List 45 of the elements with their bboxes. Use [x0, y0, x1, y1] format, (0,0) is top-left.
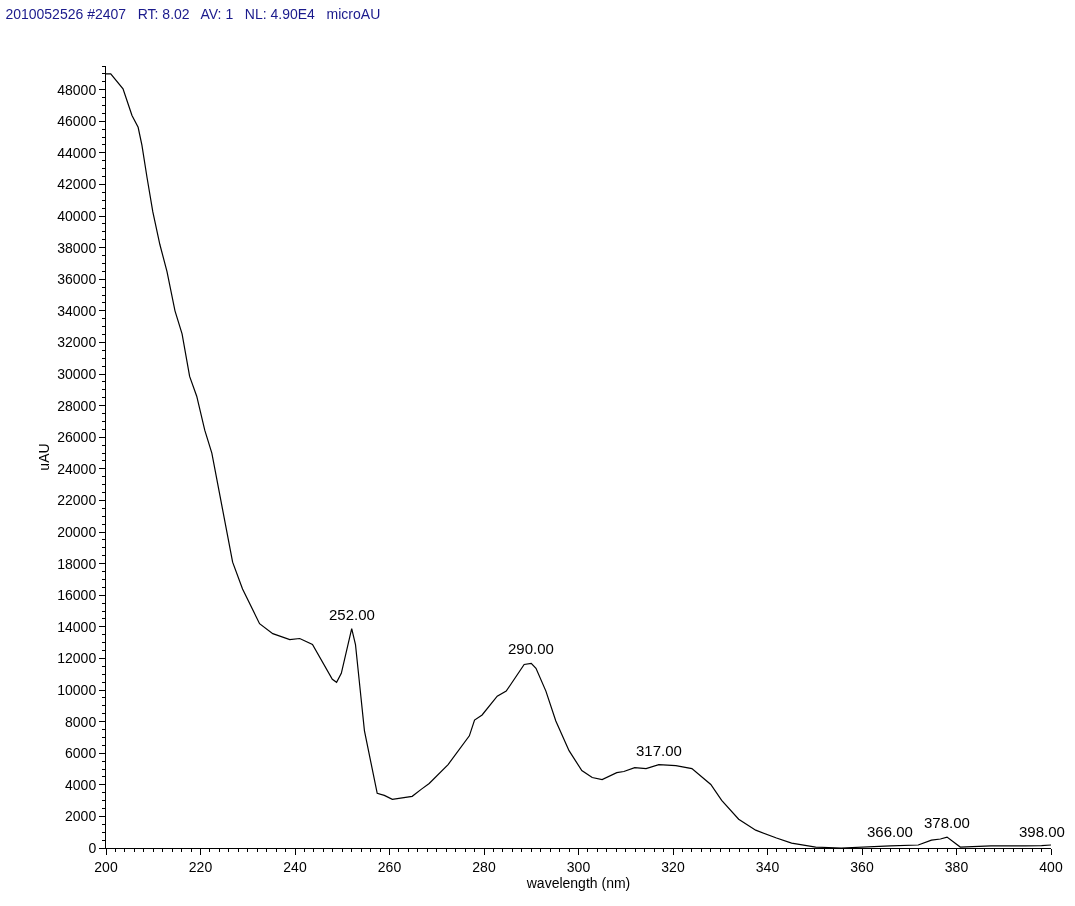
y-tick-label: 12000 [57, 650, 97, 667]
x-tick-label: 220 [188, 858, 213, 875]
annotation: 366.00 [867, 823, 913, 840]
y-tick-label: 42000 [57, 176, 97, 193]
y-tick-label: 2000 [65, 808, 97, 825]
x-tick-label: 380 [944, 858, 969, 875]
y-tick-label: 18000 [57, 555, 97, 572]
x-tick-label: 300 [566, 858, 591, 875]
y-tick-label: 26000 [57, 429, 97, 446]
x-tick-label: 280 [472, 858, 496, 875]
y-tick-label: 6000 [65, 745, 97, 762]
y-tick-label: 22000 [57, 492, 97, 509]
annotation: 378.00 [924, 814, 970, 831]
x-axis-title: wavelength (nm) [525, 874, 631, 891]
y-tick-label: 14000 [57, 618, 97, 635]
y-tick-label: 8000 [65, 713, 97, 730]
x-tick-label: 360 [850, 858, 874, 875]
y-tick-label: 44000 [57, 144, 97, 161]
annotation: 398.00 [1019, 823, 1065, 840]
x-tick-label: 400 [1039, 858, 1063, 875]
x-tick-label: 320 [661, 858, 685, 875]
y-tick-label: 10000 [57, 681, 97, 698]
y-tick-label: 46000 [57, 113, 97, 130]
chart-title: 2010052526 #2407 RT: 8.02 AV: 1 NL: 4.90E4 microAU [5, 5, 381, 22]
y-axis-title: uAU [35, 443, 52, 471]
y-tick-label: 24000 [57, 460, 97, 477]
y-tick-label: 48000 [57, 81, 97, 98]
y-tick-label: 36000 [57, 271, 97, 288]
y-tick-label: 28000 [57, 397, 97, 414]
y-tick-label: 16000 [57, 587, 97, 604]
x-tick-label: 240 [283, 858, 307, 875]
y-tick-label: 0 [88, 839, 97, 856]
annotation: 252.00 [329, 606, 375, 623]
x-tick-label: 200 [94, 858, 118, 875]
x-tick-label: 260 [377, 858, 402, 875]
y-tick-label: 20000 [57, 523, 97, 540]
y-tick-label: 38000 [57, 239, 97, 256]
y-tick-label: 40000 [57, 207, 97, 224]
y-tick-label: 34000 [57, 302, 97, 319]
annotation: 317.00 [636, 742, 682, 759]
y-tick-label: 4000 [65, 776, 97, 793]
y-tick-label: 32000 [57, 334, 97, 351]
y-tick-label: 30000 [57, 365, 97, 382]
annotation: 290.00 [508, 640, 554, 657]
x-tick-label: 340 [755, 858, 780, 875]
